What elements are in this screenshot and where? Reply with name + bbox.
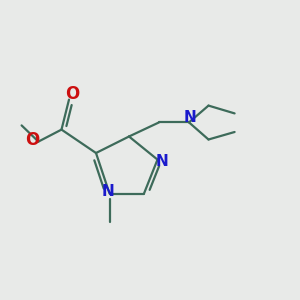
Text: O: O (25, 131, 40, 149)
Text: O: O (65, 85, 80, 103)
Text: N: N (156, 154, 168, 169)
Text: N: N (184, 110, 196, 125)
Text: N: N (102, 184, 114, 200)
